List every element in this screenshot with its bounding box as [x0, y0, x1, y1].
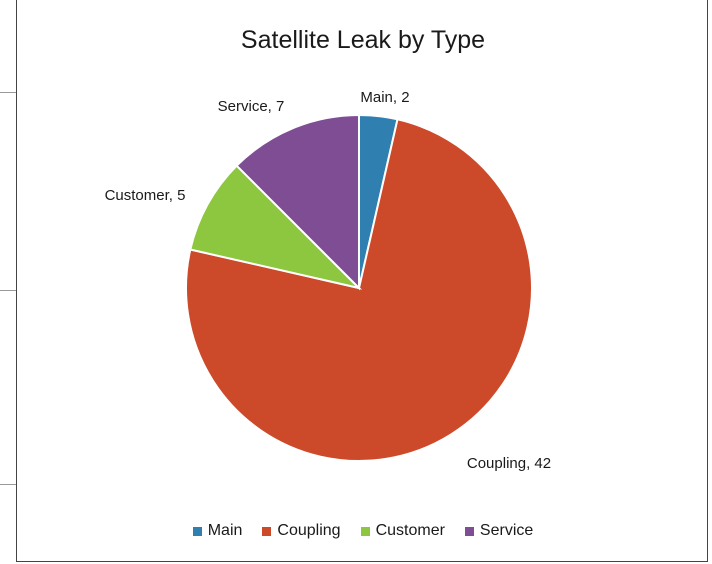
legend-label-service: Service: [479, 522, 534, 539]
pie-chart: Main, 2 Coupling, 42 Customer, 5 Service, 7: [105, 89, 552, 472]
legend-item-customer: Customer: [360, 522, 445, 540]
legend-swatch-coupling: [262, 526, 272, 536]
data-label-coupling: Coupling, 42: [467, 455, 551, 472]
legend-item-coupling: Coupling: [262, 522, 341, 540]
data-label-main: Main, 2: [360, 89, 409, 106]
legend-label-customer: Customer: [375, 522, 445, 539]
pie-slice-service: [235, 113, 360, 291]
legend-label-coupling: Coupling: [277, 522, 341, 539]
data-label-customer: Customer, 5: [105, 187, 186, 204]
pie-slice-coupling: [185, 118, 533, 462]
chart-area: Satellite Leak by Type Main, 2 Coupling, …: [16, 0, 708, 562]
chart-title: Satellite Leak by Type: [240, 26, 486, 54]
table-rule: [0, 484, 16, 485]
legend-swatch-service: [464, 526, 474, 536]
legend-swatch-main: [192, 526, 202, 536]
table-rule: [0, 290, 16, 291]
data-label-service: Service, 7: [218, 98, 285, 115]
legend: Main Coupling Customer Service: [17, 522, 709, 540]
legend-item-service: Service: [464, 522, 534, 540]
legend-item-main: Main: [192, 522, 243, 540]
pie-slice-customer: [189, 164, 363, 290]
legend-swatch-customer: [360, 526, 370, 536]
table-rule: [0, 92, 16, 93]
legend-label-main: Main: [207, 522, 243, 539]
